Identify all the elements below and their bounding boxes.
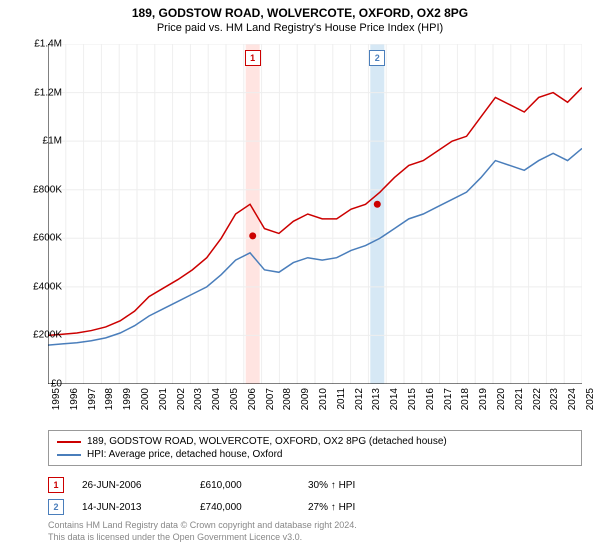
x-tick-label: 2025 <box>585 388 596 418</box>
sale-hpi: 30% ↑ HPI <box>308 480 408 491</box>
footer-line: This data is licensed under the Open Gov… <box>48 532 582 544</box>
chart-area <box>48 44 582 384</box>
x-tick-label: 2010 <box>318 388 329 418</box>
annotation-badge: 2 <box>369 50 385 66</box>
x-tick-label: 2008 <box>282 388 293 418</box>
legend-label: HPI: Average price, detached house, Oxfo… <box>87 449 283 460</box>
legend: 189, GODSTOW ROAD, WOLVERCOTE, OXFORD, O… <box>48 430 582 466</box>
x-tick-label: 2005 <box>229 388 240 418</box>
legend-label: 189, GODSTOW ROAD, WOLVERCOTE, OXFORD, O… <box>87 436 447 447</box>
x-tick-label: 2006 <box>247 388 258 418</box>
line-chart-svg <box>48 44 582 384</box>
x-tick-label: 2017 <box>443 388 454 418</box>
x-tick-label: 1995 <box>51 388 62 418</box>
x-tick-label: 2021 <box>514 388 525 418</box>
y-tick-label: £800K <box>33 184 62 195</box>
x-tick-label: 2004 <box>211 388 222 418</box>
annotation-badge: 1 <box>245 50 261 66</box>
y-tick-label: £400K <box>33 281 62 292</box>
x-tick-label: 1996 <box>69 388 80 418</box>
x-tick-label: 2003 <box>193 388 204 418</box>
x-tick-label: 2020 <box>496 388 507 418</box>
y-tick-label: £1.2M <box>34 87 62 98</box>
x-tick-label: 2013 <box>371 388 382 418</box>
x-tick-label: 2023 <box>549 388 560 418</box>
x-tick-label: 1998 <box>104 388 115 418</box>
legend-item: 189, GODSTOW ROAD, WOLVERCOTE, OXFORD, O… <box>57 435 573 448</box>
legend-swatch <box>57 454 81 456</box>
sale-price: £740,000 <box>200 502 290 513</box>
x-tick-label: 1999 <box>122 388 133 418</box>
x-tick-label: 2019 <box>478 388 489 418</box>
y-tick-label: £600K <box>33 233 62 244</box>
x-tick-label: 2022 <box>532 388 543 418</box>
x-tick-label: 2016 <box>425 388 436 418</box>
sale-price: £610,000 <box>200 480 290 491</box>
table-row: 1 26-JUN-2006 £610,000 30% ↑ HPI <box>48 474 582 496</box>
y-tick-label: £200K <box>33 330 62 341</box>
sale-badge: 1 <box>48 477 64 493</box>
x-tick-label: 2015 <box>407 388 418 418</box>
x-tick-label: 2007 <box>265 388 276 418</box>
x-tick-label: 2002 <box>176 388 187 418</box>
sale-date: 26-JUN-2006 <box>82 480 182 491</box>
chart-title: 189, GODSTOW ROAD, WOLVERCOTE, OXFORD, O… <box>0 0 600 20</box>
y-tick-label: £1M <box>43 136 62 147</box>
x-tick-label: 2009 <box>300 388 311 418</box>
table-row: 2 14-JUN-2013 £740,000 27% ↑ HPI <box>48 496 582 518</box>
x-tick-label: 2014 <box>389 388 400 418</box>
x-tick-label: 2012 <box>354 388 365 418</box>
chart-container: 189, GODSTOW ROAD, WOLVERCOTE, OXFORD, O… <box>0 0 600 560</box>
x-tick-label: 2018 <box>460 388 471 418</box>
x-tick-label: 1997 <box>87 388 98 418</box>
sale-date: 14-JUN-2013 <box>82 502 182 513</box>
x-tick-label: 2011 <box>336 388 347 418</box>
y-tick-label: £1.4M <box>34 39 62 50</box>
footer: Contains HM Land Registry data © Crown c… <box>48 520 582 543</box>
x-tick-label: 2001 <box>158 388 169 418</box>
chart-subtitle: Price paid vs. HM Land Registry's House … <box>0 20 600 34</box>
x-tick-label: 2000 <box>140 388 151 418</box>
footer-line: Contains HM Land Registry data © Crown c… <box>48 520 582 532</box>
x-tick-label: 2024 <box>567 388 578 418</box>
sales-table: 1 26-JUN-2006 £610,000 30% ↑ HPI 2 14-JU… <box>48 474 582 518</box>
sale-hpi: 27% ↑ HPI <box>308 502 408 513</box>
sale-badge: 2 <box>48 499 64 515</box>
legend-item: HPI: Average price, detached house, Oxfo… <box>57 448 573 461</box>
legend-swatch <box>57 441 81 443</box>
